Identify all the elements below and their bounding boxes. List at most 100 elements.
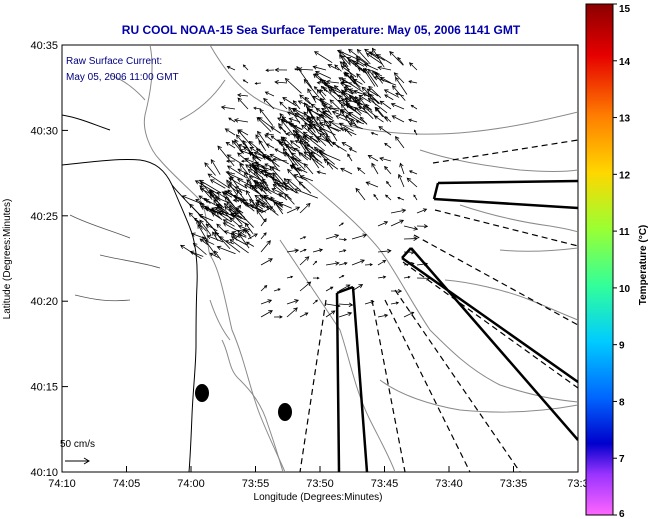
current-vector-head — [223, 203, 229, 208]
current-vector-head — [305, 106, 311, 111]
current-vector-head — [407, 275, 411, 279]
current-vector-head — [198, 203, 204, 208]
current-vector — [279, 141, 285, 149]
current-vector-head — [228, 208, 233, 213]
current-vector — [379, 157, 392, 162]
current-vector — [228, 177, 248, 189]
current-vector — [317, 171, 327, 175]
current-vector-head — [397, 173, 403, 179]
colorbar-tick-label: 12 — [619, 170, 631, 181]
current-vector — [229, 239, 249, 254]
current-vector-head — [245, 164, 250, 169]
current-vector — [263, 195, 284, 208]
current-vector-head — [199, 238, 204, 243]
current-vector-head — [194, 180, 200, 185]
current-vector-head — [409, 311, 415, 316]
current-vector — [339, 122, 354, 132]
current-vector — [223, 222, 240, 232]
current-vector — [328, 89, 342, 98]
current-vector-head — [375, 106, 380, 112]
current-vector-head — [355, 56, 361, 61]
current-vector-head — [292, 107, 297, 112]
y-axis-label: Latitude (Degrees:Minutes) — [2, 199, 13, 320]
current-vector-head — [401, 208, 407, 213]
current-vector-head — [408, 118, 412, 123]
current-vector-head — [322, 110, 328, 116]
annotation-line-1: Raw Surface Current: — [66, 56, 162, 67]
current-vector-head — [316, 80, 321, 85]
current-vector-head — [203, 197, 208, 202]
current-vector-head — [321, 101, 325, 106]
current-vector — [299, 236, 306, 240]
current-vector — [289, 118, 301, 123]
current-vector — [236, 189, 249, 205]
x-tick-label: 74:00 — [177, 478, 205, 490]
current-vector — [368, 86, 382, 98]
current-vector — [384, 94, 394, 101]
current-vector — [200, 205, 221, 218]
colorbar-tick-label: 11 — [619, 227, 630, 238]
current-vector-head — [268, 310, 273, 315]
current-vector — [204, 239, 215, 245]
current-vector-head — [385, 194, 389, 198]
current-vector-head — [263, 97, 268, 103]
y-tick-label: 40:35 — [30, 40, 58, 52]
current-vector-head — [306, 281, 312, 286]
current-vector-head — [356, 167, 362, 172]
current-vector — [279, 101, 288, 110]
colorbar-tick-label: 14 — [619, 57, 631, 68]
current-vector — [260, 310, 273, 318]
current-vector — [302, 135, 310, 143]
current-vector-head — [422, 208, 428, 213]
current-vector-head — [263, 284, 268, 289]
current-vector-head — [229, 213, 235, 218]
current-vector — [232, 214, 249, 226]
current-vector-head — [376, 54, 381, 59]
current-vector — [237, 230, 247, 237]
current-vector — [191, 233, 208, 240]
current-vector-head — [365, 53, 371, 58]
current-vector — [385, 194, 392, 201]
current-vector-head — [384, 313, 389, 318]
current-vector — [347, 153, 353, 162]
current-vector — [348, 112, 367, 124]
current-vector — [294, 113, 314, 130]
current-vector-head — [341, 222, 344, 225]
current-vector — [218, 211, 235, 220]
current-vector-head — [386, 180, 390, 185]
current-vector-head — [292, 129, 298, 135]
current-vector — [230, 175, 243, 194]
current-vector-head — [254, 194, 260, 200]
current-vector-head — [277, 117, 282, 122]
current-vector — [321, 108, 330, 113]
current-vector — [372, 70, 384, 84]
current-vector — [365, 104, 373, 113]
current-vector — [251, 184, 268, 202]
current-vector-head — [232, 197, 238, 203]
current-vector — [298, 68, 314, 71]
current-vector — [406, 177, 418, 188]
current-vector-head — [290, 275, 294, 279]
current-vector-head — [204, 198, 210, 203]
current-vector-head — [307, 115, 312, 121]
current-vector — [271, 166, 281, 172]
current-vector — [226, 201, 246, 218]
current-vector-head — [348, 88, 354, 93]
current-vector-head — [237, 229, 242, 234]
current-vector — [229, 182, 236, 188]
current-vector — [366, 181, 379, 188]
current-vector — [247, 169, 266, 184]
current-vector-head — [212, 231, 216, 236]
current-vector-head — [316, 116, 321, 121]
current-vector-head — [276, 182, 282, 187]
current-vector — [273, 181, 290, 191]
current-vector-head — [222, 222, 228, 227]
current-vector — [272, 158, 288, 162]
current-vector — [286, 249, 299, 253]
current-vector-head — [244, 184, 249, 189]
current-vector-head — [249, 164, 254, 169]
current-vector-head — [255, 164, 261, 169]
current-vector — [351, 259, 365, 266]
current-vector — [315, 108, 335, 122]
current-vector — [189, 203, 204, 219]
